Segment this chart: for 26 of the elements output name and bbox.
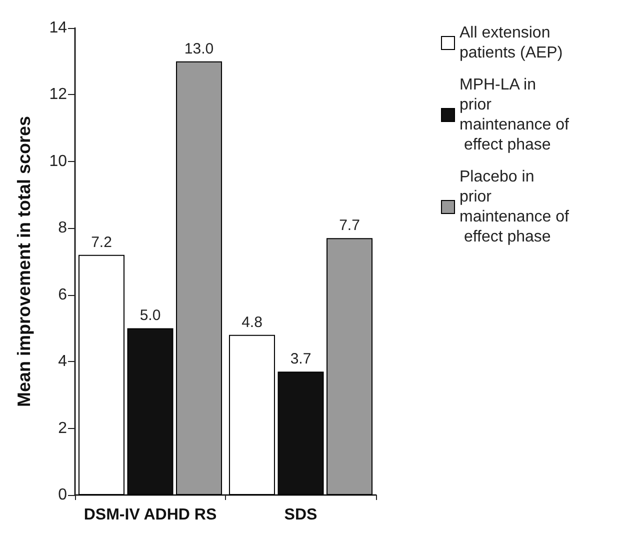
- bar: [228, 334, 275, 495]
- data-label: 7.7: [339, 217, 360, 234]
- legend-label: All extension patients (AEP): [460, 24, 563, 62]
- data-label: 3.7: [290, 350, 312, 368]
- bar: [278, 372, 324, 495]
- bar: [127, 328, 174, 495]
- legend-label: MPH-LA in prior maintenance of effect phase: [460, 76, 570, 154]
- y-tick-label: 6: [58, 286, 68, 304]
- x-tick-label: DSM-IV ADHD RS: [84, 506, 217, 524]
- data-label: 5.0: [140, 307, 161, 324]
- y-tick-label: 4: [58, 353, 68, 370]
- x-tick-label: SDS: [284, 506, 318, 524]
- y-tick-label: 8: [58, 220, 68, 237]
- y-axis-title: Mean improvement in total scores: [14, 116, 34, 408]
- y-tick-label: 2: [58, 420, 68, 437]
- y-tick-label: 14: [49, 20, 68, 36]
- bar: [176, 61, 222, 495]
- data-label: 4.8: [242, 314, 262, 331]
- bar: [326, 238, 373, 495]
- data-label: 7.2: [91, 234, 112, 251]
- legend-label: Placebo in prior maintenance of effect phase: [460, 168, 570, 246]
- bar: [78, 254, 124, 495]
- data-label: 13.0: [184, 40, 214, 58]
- y-tick-label: 12: [49, 86, 68, 104]
- y-tick-label: 0: [58, 486, 68, 504]
- y-tick-label: 10: [49, 152, 68, 170]
